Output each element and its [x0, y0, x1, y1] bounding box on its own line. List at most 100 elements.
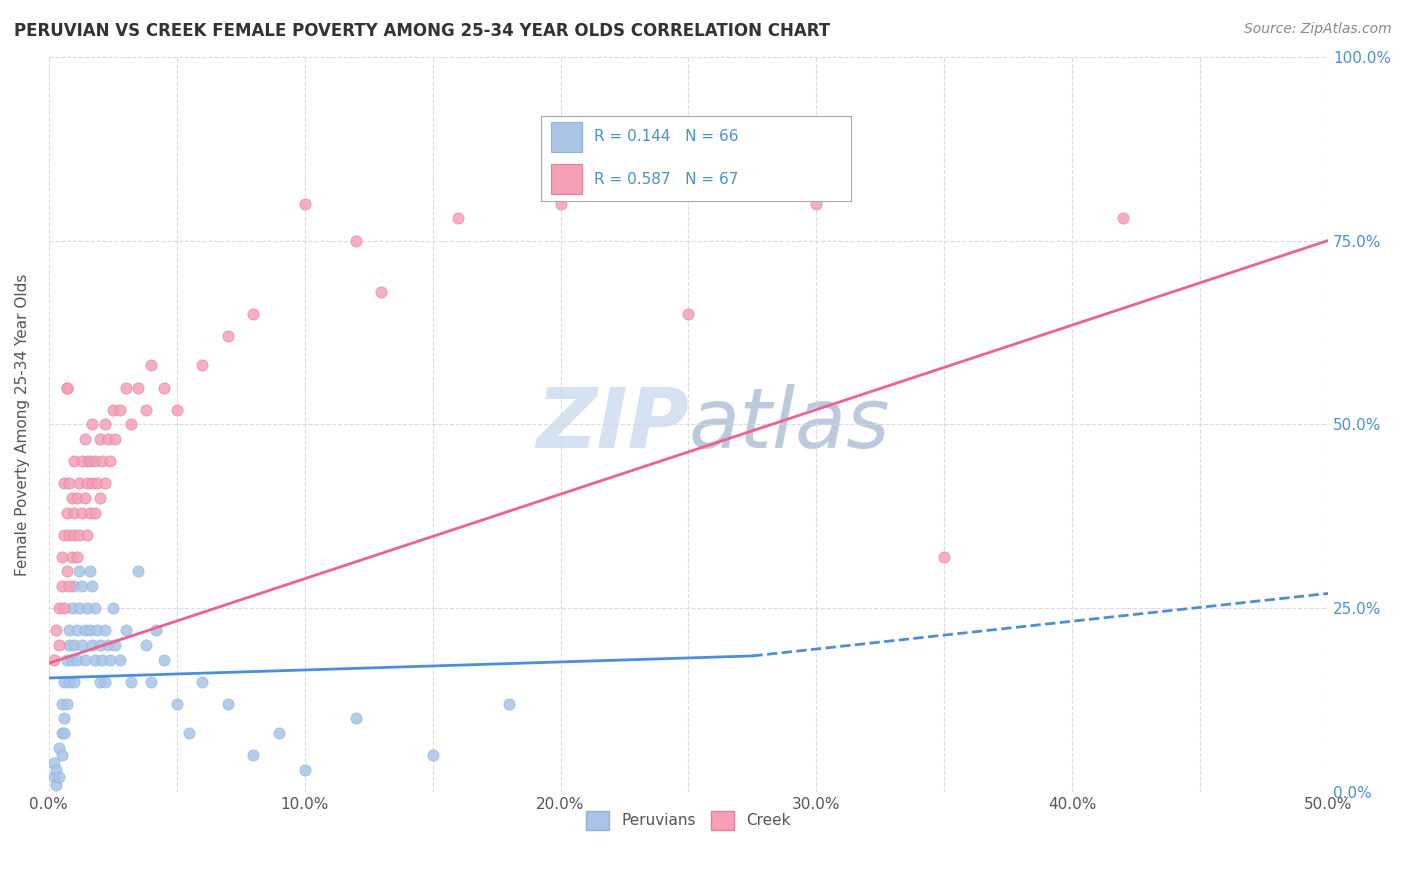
Point [51, 726, 73, 740]
Point [217, 697, 239, 711]
Point [76, 454, 98, 468]
Point [60, 601, 83, 615]
Point [79, 565, 101, 579]
Point [498, 697, 520, 711]
Point [51, 549, 73, 564]
Point [82, 579, 104, 593]
Point [114, 380, 136, 394]
Point [153, 652, 176, 666]
Point [550, 196, 572, 211]
Text: ZIP: ZIP [536, 384, 689, 465]
Point [79, 454, 101, 468]
Point [104, 638, 127, 652]
Point [110, 402, 132, 417]
Point [73, 491, 96, 505]
Point [83, 652, 105, 666]
Legend: Peruvians, Creek: Peruvians, Creek [581, 805, 797, 836]
Text: R = 0.587   N = 67: R = 0.587 N = 67 [593, 171, 738, 186]
Point [76, 601, 98, 615]
Point [370, 285, 392, 299]
Point [53, 601, 76, 615]
Point [86, 624, 108, 638]
Point [94, 417, 117, 432]
Point [344, 234, 367, 248]
Point [79, 506, 101, 520]
Point [63, 527, 86, 541]
Point [153, 380, 176, 394]
Point [53, 527, 76, 541]
Point [89, 674, 111, 689]
Point [294, 196, 316, 211]
Point [83, 506, 105, 520]
Text: atlas: atlas [689, 384, 890, 465]
Point [69, 476, 91, 491]
Point [139, 359, 162, 373]
Point [51, 579, 73, 593]
Point [120, 417, 142, 432]
Point [135, 638, 157, 652]
Point [422, 748, 444, 763]
Point [66, 549, 89, 564]
Point [89, 432, 111, 446]
Bar [551, 164, 582, 194]
Point [60, 549, 83, 564]
Point [82, 476, 104, 491]
Point [94, 476, 117, 491]
Point [98, 454, 121, 468]
Point [51, 697, 73, 711]
Point [55, 652, 77, 666]
Point [45, 763, 67, 777]
Point [344, 711, 367, 725]
Point [55, 565, 77, 579]
Point [79, 624, 101, 638]
Point [242, 748, 264, 763]
Point [63, 638, 86, 652]
Point [294, 763, 316, 777]
Point [135, 402, 157, 417]
Point [91, 454, 114, 468]
Point [166, 402, 188, 417]
Bar [551, 122, 582, 152]
Point [98, 652, 121, 666]
Point [70, 579, 93, 593]
Point [58, 579, 80, 593]
Point [66, 491, 89, 505]
Point [42, 652, 65, 666]
Point [179, 726, 201, 740]
Point [53, 476, 76, 491]
Point [447, 211, 470, 226]
Point [51, 748, 73, 763]
Point [60, 652, 83, 666]
Point [1112, 211, 1135, 226]
Point [145, 624, 167, 638]
Text: Source: ZipAtlas.com: Source: ZipAtlas.com [1244, 22, 1392, 37]
Point [55, 380, 77, 394]
Point [58, 674, 80, 689]
Point [69, 601, 91, 615]
Point [166, 697, 188, 711]
Point [94, 624, 117, 638]
Y-axis label: Female Poverty Among 25-34 Year Olds: Female Poverty Among 25-34 Year Olds [15, 273, 30, 575]
Point [82, 417, 104, 432]
Point [63, 454, 86, 468]
Point [42, 756, 65, 770]
Point [139, 674, 162, 689]
Point [191, 674, 214, 689]
Point [94, 674, 117, 689]
Point [69, 565, 91, 579]
Point [53, 674, 76, 689]
Point [53, 726, 76, 740]
Point [55, 506, 77, 520]
Point [83, 601, 105, 615]
Point [73, 624, 96, 638]
Point [217, 329, 239, 343]
Text: PERUVIAN VS CREEK FEMALE POVERTY AMONG 25-34 YEAR OLDS CORRELATION CHART: PERUVIAN VS CREEK FEMALE POVERTY AMONG 2… [14, 22, 830, 40]
Text: R = 0.144   N = 66: R = 0.144 N = 66 [593, 129, 738, 145]
Point [97, 432, 120, 446]
Point [76, 476, 98, 491]
Point [70, 506, 93, 520]
Point [101, 402, 124, 417]
Point [55, 380, 77, 394]
Point [191, 359, 214, 373]
Point [58, 638, 80, 652]
